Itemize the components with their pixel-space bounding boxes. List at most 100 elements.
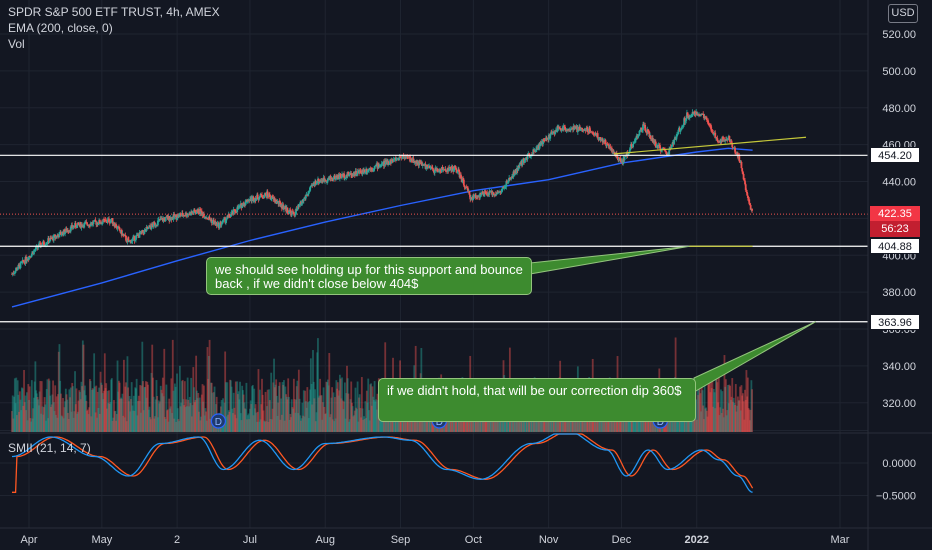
volume-bar — [505, 412, 508, 432]
volume-bar — [262, 410, 265, 432]
candle-body — [190, 211, 193, 213]
candle-body — [715, 137, 718, 139]
volume-bar — [159, 401, 161, 432]
volume-bar — [703, 419, 705, 432]
volume-bar — [92, 389, 95, 432]
volume-bar — [264, 391, 267, 432]
volume-bar — [118, 380, 120, 432]
candle-body — [58, 232, 61, 238]
volume-bar — [115, 414, 118, 432]
volume-bar — [186, 406, 188, 432]
volume-bar — [741, 395, 744, 432]
volume-bar — [72, 417, 75, 432]
volume-bar — [146, 381, 149, 432]
vol-legend[interactable]: Vol — [8, 37, 25, 51]
volume-bar — [11, 411, 13, 432]
volume-bar — [58, 344, 61, 432]
volume-bar — [156, 417, 159, 432]
symbol-title[interactable]: SPDR S&P 500 ETF TRUST, 4h, AMEX — [8, 5, 220, 19]
volume-bar — [32, 408, 35, 432]
candle-body — [143, 229, 146, 234]
volume-bar — [135, 378, 138, 432]
volume-bar — [495, 415, 498, 432]
volume-bar — [414, 412, 416, 432]
volume-bar — [361, 408, 364, 432]
volume-bar — [551, 414, 554, 432]
candle-body — [712, 132, 715, 135]
volume-bar — [378, 414, 381, 432]
volume-bar — [188, 396, 191, 432]
volume-bar — [448, 418, 450, 432]
volume-bar — [648, 421, 651, 432]
volume-bar — [161, 393, 164, 432]
note-pointer-1 — [529, 245, 690, 275]
volume-bar — [639, 413, 642, 432]
volume-bar — [76, 413, 79, 432]
volume-bar — [545, 420, 548, 432]
candle-body — [67, 230, 69, 232]
volume-bar — [521, 416, 523, 432]
smii-legend[interactable]: SMII (21, 14, 7) — [8, 441, 91, 455]
volume-bar — [727, 403, 730, 432]
volume-bar — [98, 413, 101, 432]
candle-body — [83, 222, 86, 228]
dividend-marker — [210, 413, 226, 429]
volume-bar — [332, 392, 335, 432]
annotation-support[interactable]: we should see holding up for this suppor… — [206, 257, 532, 295]
volume-bar — [43, 397, 46, 432]
volume-bar — [426, 420, 429, 432]
volume-bar — [456, 420, 459, 432]
currency-button[interactable]: USD — [888, 4, 918, 23]
volume-bar — [128, 396, 131, 432]
volume-bar — [715, 377, 718, 432]
volume-bar — [156, 396, 159, 432]
volume-bar — [309, 389, 312, 432]
volume-bar — [504, 414, 507, 432]
volume-bar — [730, 396, 733, 432]
candle-body — [431, 167, 433, 169]
volume-bar — [586, 420, 588, 432]
ema-legend[interactable]: EMA (200, close, 0) — [8, 21, 113, 35]
candle-body — [432, 169, 435, 171]
volume-bar — [280, 414, 283, 432]
volume-bar — [455, 414, 457, 432]
annotation-correction[interactable]: if we didn't hold, that will be our corr… — [378, 378, 696, 422]
volume-bar — [91, 389, 93, 432]
candle-body — [13, 272, 16, 274]
volume-bar — [359, 408, 362, 432]
volume-bar — [470, 421, 473, 432]
volume-bar — [553, 415, 556, 432]
volume-bar — [213, 386, 216, 432]
volume-bar — [74, 404, 77, 432]
volume-bar — [197, 392, 200, 432]
volume-bar — [278, 382, 281, 432]
candle-body — [554, 131, 557, 134]
candle-body — [120, 229, 123, 236]
volume-bar — [330, 397, 333, 432]
candle-body — [662, 147, 665, 149]
volume-bar — [511, 412, 514, 432]
candle-body — [751, 208, 753, 211]
volume-bar — [400, 414, 403, 432]
volume-bar — [467, 419, 470, 432]
candle-body — [587, 132, 590, 134]
candle-body — [704, 116, 707, 119]
volume-bar — [353, 415, 355, 432]
volume-bar — [392, 416, 395, 432]
horizontal-levels[interactable] — [0, 154, 868, 323]
trendlines[interactable] — [529, 136, 816, 393]
volume-bar — [207, 355, 210, 432]
volume-bar — [173, 383, 176, 432]
volume-bar — [353, 410, 356, 432]
volume-bar — [33, 397, 35, 432]
candle-body — [275, 201, 278, 203]
volume-bar — [334, 397, 336, 432]
volume-bar — [728, 384, 731, 432]
volume-bar — [703, 382, 706, 432]
candle-body — [504, 187, 506, 189]
candle-body — [359, 170, 362, 172]
volume-bar — [130, 399, 132, 432]
candle-body — [200, 210, 203, 213]
candle-body — [125, 235, 127, 241]
volume-bar — [162, 396, 165, 432]
